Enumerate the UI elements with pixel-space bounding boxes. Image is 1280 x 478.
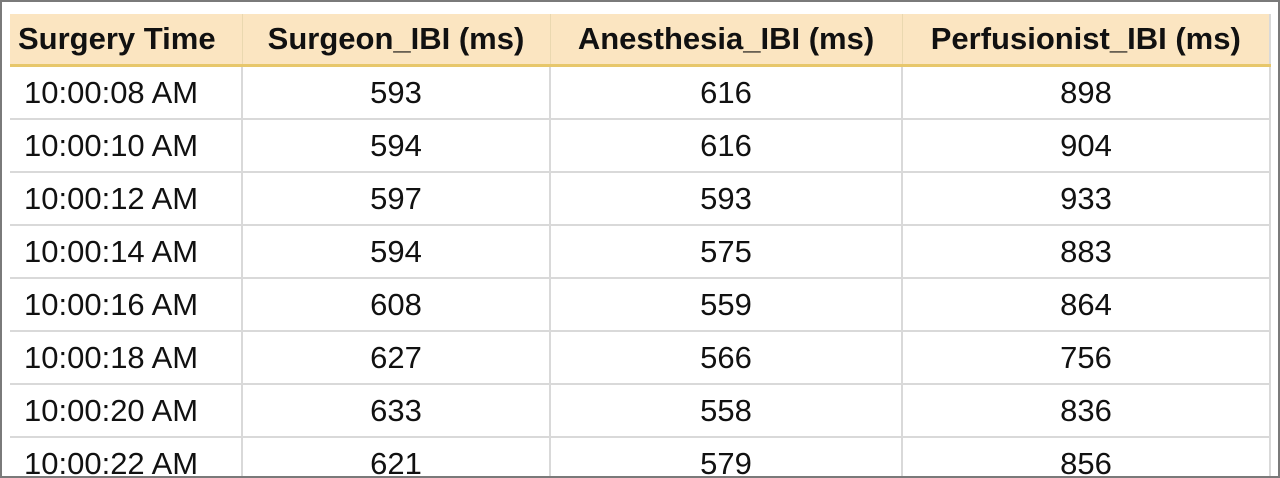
cell-perfusionist-ibi[interactable]: 933	[902, 172, 1271, 226]
column-header-perfusionist-ibi[interactable]: Perfusionist_IBI (ms)	[902, 14, 1271, 67]
cell-perfusionist-ibi[interactable]: 856	[902, 437, 1271, 476]
cell-anesthesia-ibi[interactable]: 579	[550, 437, 903, 476]
cell-perfusionist-ibi[interactable]: 904	[902, 119, 1271, 173]
table-row: 10:00:16 AM 608 559 864	[10, 278, 1271, 332]
cell-anesthesia-ibi[interactable]: 558	[550, 384, 903, 438]
cell-perfusionist-ibi[interactable]: 898	[902, 65, 1271, 120]
cell-surgeon-ibi[interactable]: 633	[242, 384, 551, 438]
cell-surgeon-ibi[interactable]: 594	[242, 225, 551, 279]
cell-surgeon-ibi[interactable]: 627	[242, 331, 551, 385]
column-header-surgery-time[interactable]: Surgery Time	[10, 14, 243, 67]
table-row: 10:00:14 AM 594 575 883	[10, 225, 1271, 279]
cell-surgery-time[interactable]: 10:00:16 AM	[10, 278, 243, 332]
table-row: 10:00:08 AM 593 616 898	[10, 65, 1271, 120]
table-row: 10:00:20 AM 633 558 836	[10, 384, 1271, 438]
cell-surgery-time[interactable]: 10:00:18 AM	[10, 331, 243, 385]
cell-anesthesia-ibi[interactable]: 566	[550, 331, 903, 385]
cell-surgery-time[interactable]: 10:00:14 AM	[10, 225, 243, 279]
cell-anesthesia-ibi[interactable]: 559	[550, 278, 903, 332]
cell-anesthesia-ibi[interactable]: 575	[550, 225, 903, 279]
cell-surgeon-ibi[interactable]: 621	[242, 437, 551, 476]
cell-perfusionist-ibi[interactable]: 883	[902, 225, 1271, 279]
cell-surgeon-ibi[interactable]: 594	[242, 119, 551, 173]
cell-anesthesia-ibi[interactable]: 616	[550, 65, 903, 120]
cell-surgery-time[interactable]: 10:00:22 AM	[10, 437, 243, 476]
cell-surgeon-ibi[interactable]: 608	[242, 278, 551, 332]
ibi-table: Surgery Time Surgeon_IBI (ms) Anesthesia…	[10, 14, 1271, 476]
table-row: 10:00:18 AM 627 566 756	[10, 331, 1271, 385]
cell-surgery-time[interactable]: 10:00:12 AM	[10, 172, 243, 226]
header-row: Surgery Time Surgeon_IBI (ms) Anesthesia…	[10, 14, 1271, 67]
table-row: 10:00:10 AM 594 616 904	[10, 119, 1271, 173]
cell-surgery-time[interactable]: 10:00:08 AM	[10, 65, 243, 120]
cell-anesthesia-ibi[interactable]: 616	[550, 119, 903, 173]
column-header-surgeon-ibi[interactable]: Surgeon_IBI (ms)	[242, 14, 551, 67]
cell-surgery-time[interactable]: 10:00:20 AM	[10, 384, 243, 438]
table-header: Surgery Time Surgeon_IBI (ms) Anesthesia…	[10, 14, 1271, 67]
cell-anesthesia-ibi[interactable]: 593	[550, 172, 903, 226]
table-row: 10:00:22 AM 621 579 856	[10, 437, 1271, 476]
cell-surgeon-ibi[interactable]: 593	[242, 65, 551, 120]
table-row: 10:00:12 AM 597 593 933	[10, 172, 1271, 226]
cell-surgeon-ibi[interactable]: 597	[242, 172, 551, 226]
cell-perfusionist-ibi[interactable]: 756	[902, 331, 1271, 385]
cell-surgery-time[interactable]: 10:00:10 AM	[10, 119, 243, 173]
column-header-anesthesia-ibi[interactable]: Anesthesia_IBI (ms)	[550, 14, 903, 67]
cell-perfusionist-ibi[interactable]: 836	[902, 384, 1271, 438]
cell-perfusionist-ibi[interactable]: 864	[902, 278, 1271, 332]
table-body: 10:00:08 AM 593 616 898 10:00:10 AM 594 …	[10, 65, 1271, 476]
